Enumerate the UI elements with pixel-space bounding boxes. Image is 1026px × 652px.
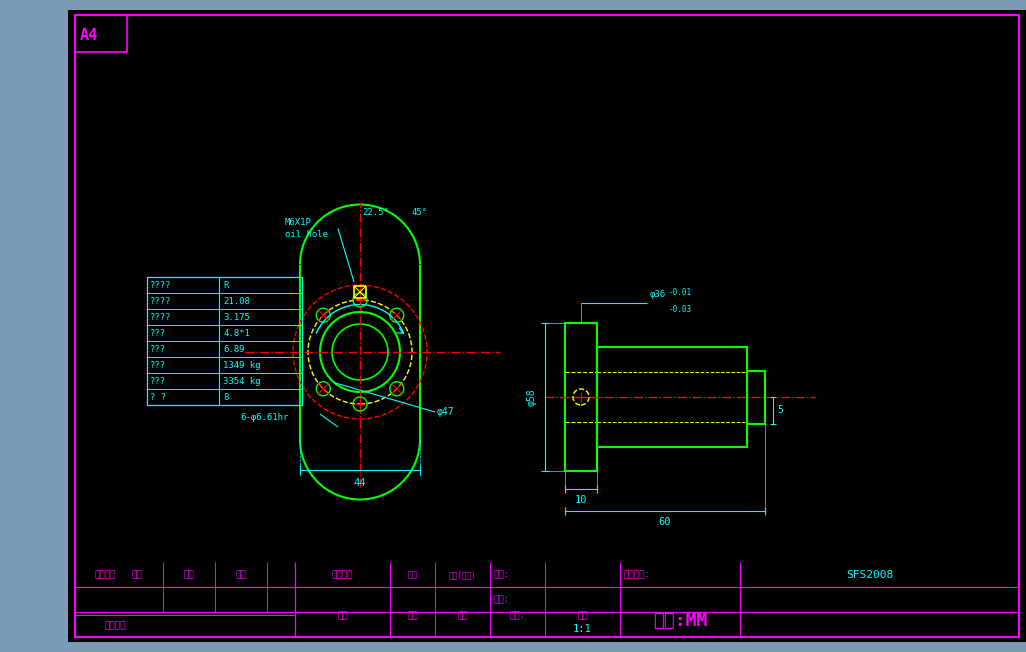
Text: ????: ???? bbox=[150, 297, 171, 306]
Text: -0.01: -0.01 bbox=[669, 288, 693, 297]
Text: φ47: φ47 bbox=[437, 407, 455, 417]
Text: ???: ??? bbox=[150, 376, 166, 385]
Text: 签名: 签名 bbox=[236, 570, 246, 579]
Text: ????: ???? bbox=[150, 280, 171, 289]
Text: 日期: 日期 bbox=[184, 570, 194, 579]
Text: 型号:: 型号: bbox=[494, 570, 509, 579]
Text: SFS2008: SFS2008 bbox=[846, 569, 894, 580]
Text: ???: ??? bbox=[150, 344, 166, 353]
Text: 60: 60 bbox=[659, 517, 671, 527]
Text: 1349 kg: 1349 kg bbox=[223, 361, 261, 370]
Text: 45°: 45° bbox=[412, 208, 428, 217]
Text: 比例: 比例 bbox=[577, 612, 588, 621]
Text: 22.5°: 22.5° bbox=[362, 208, 389, 217]
Text: M6X1P: M6X1P bbox=[285, 218, 312, 227]
Text: 21.08: 21.08 bbox=[223, 297, 250, 306]
Text: 10: 10 bbox=[575, 495, 587, 505]
Text: 处数: 处数 bbox=[131, 570, 143, 579]
Text: ???: ??? bbox=[150, 361, 166, 370]
Text: 3354 kg: 3354 kg bbox=[223, 376, 261, 385]
Bar bbox=[565, 323, 597, 471]
Text: ? ?: ? ? bbox=[150, 393, 166, 402]
Text: ???: ??? bbox=[150, 329, 166, 338]
Text: 日期: 日期 bbox=[407, 570, 418, 579]
Text: 视角.: 视角. bbox=[510, 612, 525, 621]
Text: 绘图: 绘图 bbox=[338, 612, 348, 621]
Text: 客户确认: 客户确认 bbox=[105, 621, 126, 630]
Text: φ58: φ58 bbox=[527, 388, 537, 406]
Text: A4: A4 bbox=[80, 27, 98, 42]
Bar bbox=[597, 347, 747, 447]
Text: 客户名称: 客户名称 bbox=[331, 570, 353, 579]
Text: 4.8*1: 4.8*1 bbox=[223, 329, 250, 338]
Text: ????: ???? bbox=[150, 312, 171, 321]
Text: -0.03: -0.03 bbox=[669, 305, 693, 314]
Text: 3.175: 3.175 bbox=[223, 312, 250, 321]
Text: R: R bbox=[223, 280, 229, 289]
Text: φ36: φ36 bbox=[650, 290, 666, 299]
Text: oil hole: oil hole bbox=[285, 230, 328, 239]
Text: 材料:: 材料: bbox=[494, 595, 509, 604]
Text: 更改标记: 更改标记 bbox=[94, 570, 116, 579]
Text: 1:1: 1:1 bbox=[574, 624, 592, 634]
Text: 8: 8 bbox=[223, 393, 229, 402]
Text: 设计: 设计 bbox=[407, 612, 418, 621]
Text: 数量(单台): 数量(单台) bbox=[448, 570, 476, 579]
Text: 6-φ6.61hr: 6-φ6.61hr bbox=[240, 413, 288, 421]
Bar bbox=[75, 15, 127, 52]
Text: 5: 5 bbox=[777, 406, 783, 415]
Bar bbox=[147, 277, 302, 405]
Text: 6.89: 6.89 bbox=[223, 344, 244, 353]
Text: 存档图号:: 存档图号: bbox=[623, 570, 649, 579]
Bar bbox=[747, 370, 765, 424]
Text: 审核: 审核 bbox=[458, 612, 468, 621]
Text: 44: 44 bbox=[354, 477, 366, 488]
Text: 单位:MM: 单位:MM bbox=[653, 612, 707, 630]
